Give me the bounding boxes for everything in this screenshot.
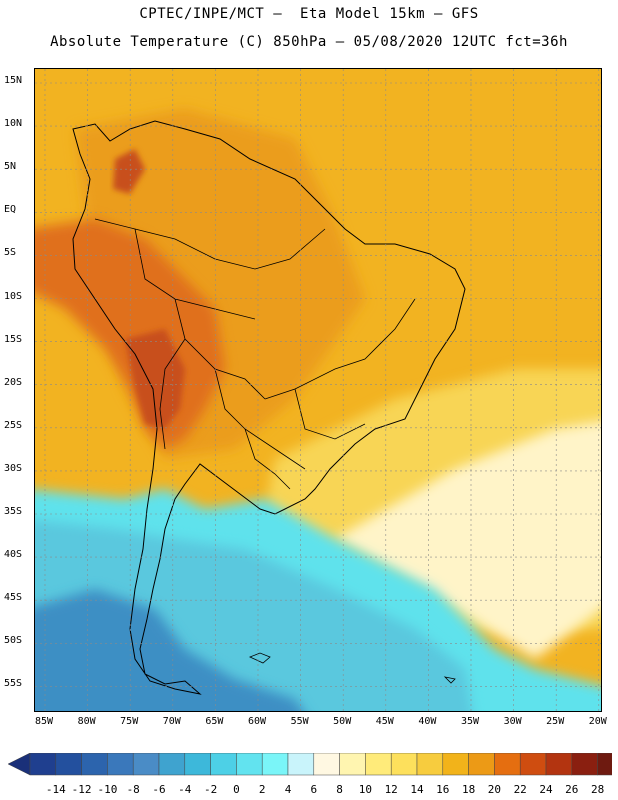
latitude-label: 25S <box>4 419 23 431</box>
temperature-map <box>34 68 602 712</box>
colorbar-tick-label: 24 <box>539 783 553 796</box>
longitude-label: 80W <box>77 716 96 727</box>
color-legend <box>8 753 612 776</box>
longitude-label: 40W <box>418 716 437 727</box>
colorbar-tick-label: 28 <box>590 783 605 796</box>
colorbar-swatch <box>81 753 108 776</box>
colorbar-swatch <box>184 753 211 776</box>
colorbar-swatch <box>416 753 444 776</box>
colorbar-tick-label: -14 <box>45 783 66 796</box>
colorbar-tick-label: 0 <box>233 783 240 796</box>
colorbar-swatch <box>494 753 521 776</box>
latitude-label: 10S <box>4 290 23 302</box>
colorbar-tick-label: -6 <box>152 783 166 796</box>
colorbar-swatch <box>132 753 160 776</box>
colorbar-tick-label: 4 <box>284 783 292 796</box>
colorbar-tick-label: 26 <box>565 783 579 796</box>
latitude-label: 15N <box>4 75 23 86</box>
colorbar-swatch <box>468 753 495 776</box>
colorbar-tick-label: 18 <box>461 783 476 796</box>
colorbar-tick-label: -12 <box>71 783 92 796</box>
latitude-label: 5S <box>4 247 17 259</box>
colorbar-swatch <box>55 753 82 776</box>
colorbar-tick-label: -2 <box>203 783 218 796</box>
latitude-label: 50S <box>4 635 23 647</box>
colorbar-swatch <box>545 753 573 776</box>
longitude-label: 55W <box>290 716 309 727</box>
colorbar-swatch <box>158 753 186 776</box>
map-subtitle: Absolute Temperature (C) 850hPa – 05/08/… <box>50 34 568 50</box>
pale-zone <box>335 421 601 659</box>
colorbar-tick-label: 20 <box>487 783 502 796</box>
colorbar-swatch <box>236 753 263 776</box>
colorbar-tick-label: 14 <box>410 783 424 796</box>
map-title: CPTEC/INPE/MCT – Eta Model 15km – GFS <box>139 6 479 22</box>
islands <box>248 652 456 684</box>
country-borders <box>94 218 416 490</box>
latitude-label: 20S <box>4 376 23 388</box>
longitude-label: 25W <box>546 716 565 727</box>
latitude-label: 5N <box>4 161 17 173</box>
colorbar-under-arrow <box>8 753 31 776</box>
colorbar-swatch <box>29 753 57 776</box>
latitude-label: 30S <box>4 462 23 474</box>
colorbar-swatch <box>390 753 418 776</box>
latitude-label: EQ <box>4 204 17 216</box>
longitude-label: 65W <box>205 716 224 727</box>
colorbar-tick-label: 6 <box>310 783 318 796</box>
continent-outline <box>72 120 466 695</box>
hotter-zone <box>125 329 185 429</box>
colorbar-swatch <box>287 753 315 776</box>
colorbar-swatch <box>107 753 134 776</box>
colorbar-swatch <box>313 753 340 776</box>
cold-core <box>35 589 303 711</box>
colorbar-tick-label: 2 <box>258 783 266 796</box>
longitude-label: 30W <box>503 716 522 727</box>
latitude-label: 15S <box>4 333 23 345</box>
latitude-label: 35S <box>4 506 23 517</box>
latitude-label: 55S <box>4 678 23 690</box>
colorbar-swatch <box>442 753 469 776</box>
colorbar-tick-label: -4 <box>178 783 192 796</box>
longitude-label: 20W <box>588 716 607 727</box>
colorbar-tick-label: 8 <box>336 783 343 796</box>
colorbar-tick-label: -8 <box>126 783 140 796</box>
latitude-label: 45S <box>4 592 23 604</box>
colorbar-swatch <box>519 753 547 776</box>
colorbar-tick-label: -10 <box>97 783 118 796</box>
colorbar-swatch <box>210 753 237 776</box>
colorbar-swatch <box>261 753 289 776</box>
map-canvas <box>35 69 601 711</box>
colorbar-tick-label: 22 <box>513 783 527 796</box>
graticule <box>35 69 601 711</box>
latitude-label: 10N <box>4 118 23 130</box>
colorbar-tick-label: 12 <box>384 783 398 796</box>
longitude-label: 50W <box>333 716 352 727</box>
longitude-label: 60W <box>247 716 267 727</box>
longitude-label: 35W <box>460 716 480 727</box>
colorbar-swatch <box>571 753 598 776</box>
longitude-label: 70W <box>162 716 181 727</box>
colorbar-tick-label: 10 <box>358 783 373 796</box>
longitude-label: 85W <box>34 716 54 727</box>
latitude-label: 40S <box>4 549 23 561</box>
colorbar-tick-label: 16 <box>436 783 450 796</box>
longitude-label: 75W <box>120 716 139 727</box>
hotter-north-zone <box>113 149 145 194</box>
colorbar-swatch <box>339 753 366 776</box>
colorbar-swatch <box>597 753 612 776</box>
longitude-label: 45W <box>375 716 394 727</box>
colorbar-swatch <box>365 753 392 776</box>
